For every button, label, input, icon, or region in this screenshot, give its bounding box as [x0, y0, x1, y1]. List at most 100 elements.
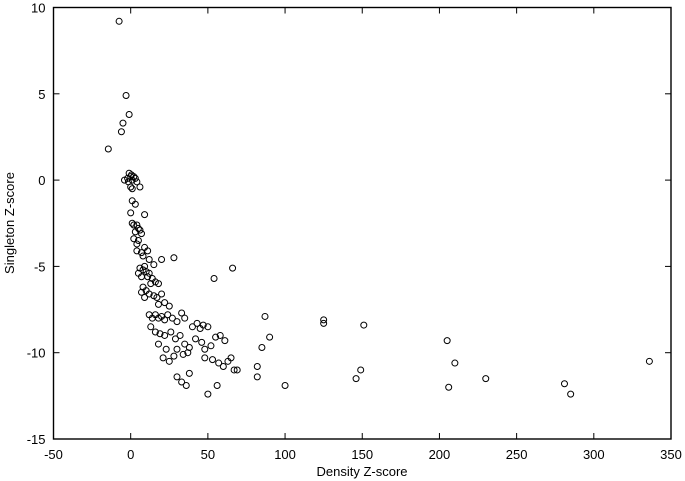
data-point — [121, 176, 129, 184]
data-point — [136, 183, 144, 191]
data-point — [131, 200, 139, 208]
data-point — [451, 359, 459, 367]
data-point — [281, 381, 289, 389]
data-point — [144, 247, 152, 255]
data-point — [147, 280, 155, 288]
data-point — [130, 235, 138, 243]
data-point — [168, 314, 176, 322]
data-point — [115, 17, 123, 25]
data-point — [560, 380, 568, 388]
data-point — [137, 249, 145, 257]
data-point — [360, 321, 368, 329]
data-point — [184, 349, 192, 357]
data-point — [198, 338, 206, 346]
data-point — [443, 337, 451, 345]
data-point — [133, 221, 141, 229]
data-point — [192, 335, 200, 343]
x-tick-label: 100 — [274, 447, 296, 462]
data-point — [147, 323, 155, 331]
data-point — [567, 390, 575, 398]
x-tick-label: 0 — [127, 447, 134, 462]
data-point — [150, 261, 158, 269]
data-point — [137, 288, 145, 296]
data-point — [119, 119, 127, 127]
x-tick-label: 350 — [660, 447, 682, 462]
data-point — [122, 92, 130, 100]
data-point — [170, 254, 178, 262]
data-point — [162, 345, 170, 353]
data-point — [104, 145, 112, 153]
x-tick-label: 300 — [583, 447, 605, 462]
y-axis-label: Singleton Z-score — [2, 172, 17, 274]
y-tick-label: 0 — [38, 173, 45, 188]
data-point — [212, 333, 220, 341]
data-point — [165, 302, 173, 310]
data-point — [201, 345, 209, 353]
axis-ticks — [53, 7, 671, 439]
data-point — [258, 344, 266, 352]
y-tick-label: -10 — [27, 346, 46, 361]
data-point — [357, 366, 365, 374]
data-point — [128, 185, 136, 193]
data-point — [171, 335, 179, 343]
data-point — [117, 128, 125, 136]
data-point — [133, 240, 141, 248]
data-point — [156, 330, 164, 338]
data-point — [145, 255, 153, 263]
data-point — [320, 319, 328, 327]
data-point — [154, 300, 162, 308]
data-point — [320, 316, 328, 324]
data-point — [161, 299, 169, 307]
data-point — [188, 323, 196, 331]
data-point — [133, 178, 141, 186]
data-point — [253, 373, 261, 381]
data-point — [178, 309, 186, 317]
data-point — [139, 252, 147, 260]
data-point — [204, 390, 212, 398]
data-point — [173, 373, 181, 381]
data-point — [199, 321, 207, 329]
data-point — [151, 328, 159, 336]
data-point — [182, 381, 190, 389]
data-point — [352, 375, 360, 383]
x-tick-label: 200 — [429, 447, 451, 462]
data-point — [178, 378, 186, 386]
data-point — [482, 375, 490, 383]
y-tick-label: 10 — [31, 1, 45, 16]
data-point — [165, 357, 173, 365]
data-point — [230, 366, 238, 374]
data-point — [131, 174, 139, 182]
x-tick-label: 50 — [201, 447, 215, 462]
data-point — [137, 230, 145, 238]
y-tick-label: -15 — [27, 432, 46, 447]
data-point — [167, 328, 175, 336]
data-point — [131, 228, 139, 236]
data-point — [213, 381, 221, 389]
data-point — [158, 255, 166, 263]
data-point — [181, 340, 189, 348]
data-point — [125, 111, 133, 119]
data-points — [104, 17, 653, 398]
data-point — [253, 363, 261, 371]
data-point — [136, 226, 144, 234]
data-point — [181, 314, 189, 322]
data-point — [207, 342, 215, 350]
data-point — [176, 331, 184, 339]
data-point — [133, 247, 141, 255]
data-point — [219, 363, 227, 371]
x-axis-label: Density Z-score — [316, 464, 407, 479]
data-point — [141, 211, 149, 219]
data-point — [179, 350, 187, 358]
data-point — [216, 331, 224, 339]
x-tick-labels: -50 0 50 100 150 200 250 300 350 — [44, 447, 682, 462]
data-point — [221, 337, 229, 345]
data-point — [193, 319, 201, 327]
data-point — [161, 331, 169, 339]
data-point — [158, 290, 166, 298]
data-point — [144, 273, 152, 281]
data-point — [134, 237, 142, 245]
data-point — [159, 354, 167, 362]
x-tick-label: -50 — [44, 447, 63, 462]
data-point — [173, 345, 181, 353]
